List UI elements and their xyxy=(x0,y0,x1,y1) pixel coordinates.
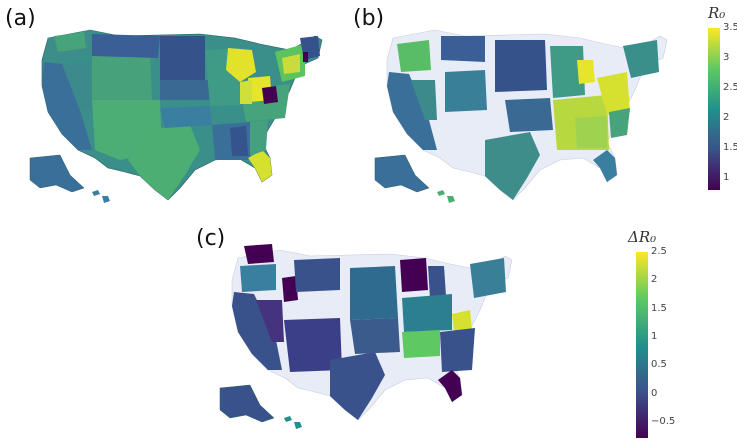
nebraska-a xyxy=(160,80,212,100)
texas-b xyxy=(485,132,540,200)
texas-c xyxy=(330,352,385,420)
plains-b xyxy=(495,40,547,92)
panel-b: (b) xyxy=(345,0,705,210)
colorbar-r0: R₀ 3.5 3 2.5 2 1.5 1 xyxy=(690,0,737,200)
washington-a xyxy=(54,32,86,52)
colorbar-tick: 2 xyxy=(651,274,658,286)
panel-label-c: (c) xyxy=(196,226,226,251)
colorbar-tick: 1 xyxy=(723,172,730,183)
colorbar-tick: 0.5 xyxy=(651,359,667,371)
midwest-b xyxy=(550,46,585,98)
california-c xyxy=(232,292,282,370)
hawaii-c2 xyxy=(294,422,302,429)
map-c xyxy=(219,244,513,429)
hawaii-a xyxy=(92,190,100,196)
colorbar-tick: 0 xyxy=(651,387,658,399)
colorbar-delta-r0-title: ΔR₀ xyxy=(628,228,657,246)
georgia-a xyxy=(250,120,268,156)
montana-b xyxy=(441,36,485,62)
ohio-valley-b xyxy=(597,72,630,115)
michigan-b xyxy=(577,60,595,84)
hawaii-b xyxy=(437,190,445,196)
panel-label-a: (a) xyxy=(5,6,36,31)
map-b xyxy=(374,29,668,203)
carolinas-b xyxy=(609,108,630,138)
colorbar-tick: 3 xyxy=(723,52,730,63)
alaska-a xyxy=(29,154,85,193)
colorbar-tick: 2.5 xyxy=(723,82,737,93)
colorbar-tick: 3.5 xyxy=(723,22,737,33)
oklahoma-a xyxy=(160,106,212,128)
central-b xyxy=(505,98,553,132)
wv-c xyxy=(452,310,472,332)
colorbar-delta-r0: ΔR₀ 2.5 2 1.5 1 0.5 0 −0.5 xyxy=(620,228,737,443)
southeast-b xyxy=(575,116,607,148)
mountain-b xyxy=(445,70,487,112)
florida-b xyxy=(593,150,617,182)
colorbar-tick: 1 xyxy=(651,331,658,342)
wisconsin-c xyxy=(400,258,428,292)
michigan-c xyxy=(428,266,446,298)
colorbar-tick: 1.5 xyxy=(651,302,667,314)
colorbar-tick: −0.5 xyxy=(651,416,676,427)
alaska-c xyxy=(219,384,275,423)
hawaii-a2 xyxy=(102,196,110,203)
southeast-c xyxy=(440,328,475,372)
nevada-c xyxy=(256,300,284,342)
vermont-a xyxy=(303,52,308,62)
colorbar-tick: 2 xyxy=(723,112,730,123)
central-c xyxy=(350,318,400,354)
panel-c: (c) xyxy=(190,220,550,448)
plains-c xyxy=(350,266,398,320)
colorbar-r0-title: R₀ xyxy=(708,4,726,22)
michigan-a xyxy=(226,48,256,82)
montana-a xyxy=(92,34,160,58)
washington-c xyxy=(244,244,274,264)
idaho-c xyxy=(282,276,298,302)
indiana-a xyxy=(240,80,252,104)
mountain-c xyxy=(294,258,340,292)
hawaii-c xyxy=(284,416,292,422)
california-b xyxy=(387,72,437,150)
alabama-a xyxy=(230,126,248,156)
colorbar-delta-r0-gradient xyxy=(636,252,648,438)
colorbar-r0-gradient xyxy=(708,28,720,190)
nevada-a xyxy=(62,62,92,110)
dakotas-a xyxy=(160,36,205,80)
nevada-b xyxy=(411,80,437,120)
alaska-b xyxy=(374,154,430,193)
map-a xyxy=(29,29,323,203)
ohio-valley-c xyxy=(402,294,452,332)
southwest-c xyxy=(284,318,342,372)
oregon-b xyxy=(397,40,431,72)
colorbar-tick: 1.5 xyxy=(723,142,737,153)
wv-a xyxy=(262,86,278,104)
colorbar-tick: 2.5 xyxy=(651,246,667,257)
texas-a xyxy=(128,125,200,200)
panel-a: (a) xyxy=(0,0,360,210)
panel-label-b: (b) xyxy=(353,6,385,31)
northeast-c xyxy=(470,258,506,298)
northeast-b xyxy=(623,40,659,78)
hawaii-b2 xyxy=(447,196,455,203)
ny-a xyxy=(282,54,300,74)
mountain-a xyxy=(92,50,152,100)
kentucky-c xyxy=(402,330,440,358)
florida-c xyxy=(438,370,462,402)
oregon-c xyxy=(240,264,276,292)
florida-a xyxy=(248,150,272,182)
california-a xyxy=(42,62,92,150)
